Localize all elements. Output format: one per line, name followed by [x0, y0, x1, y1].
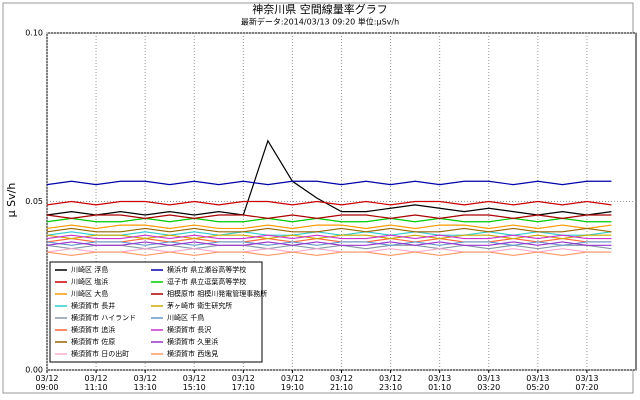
- series-line: [46, 139, 612, 216]
- series-line: [46, 227, 612, 233]
- x-tick-label: 03/12 23:10: [379, 374, 403, 392]
- legend-label: 川崎区 浮島: [71, 265, 108, 274]
- series-line: [46, 180, 612, 186]
- legend-label: 横須賀市 久里浜: [167, 337, 218, 346]
- legend-label: 横須賀市 佐原: [71, 337, 115, 346]
- x-tick-label: 03/12 11:10: [84, 374, 108, 392]
- x-tick-label: 03/12 15:10: [182, 374, 206, 392]
- x-tick-label: 03/12 09:00: [35, 374, 59, 392]
- series-line: [46, 237, 612, 243]
- legend-label: 茅ヶ崎市 衛生研究所: [167, 301, 232, 310]
- chart-title: 神奈川県 空間線量率グラフ: [252, 2, 388, 16]
- series-line: [46, 234, 612, 240]
- legend-label: 横須賀市 長井: [71, 301, 115, 310]
- series-line: [46, 244, 612, 250]
- x-tick-label: 03/13 05:20: [526, 374, 550, 392]
- legend-label: 横須賀市 長沢: [167, 325, 211, 334]
- x-tick-label: 03/12 13:10: [133, 374, 157, 392]
- series-line: [46, 248, 612, 253]
- series-line: [46, 217, 612, 223]
- x-tick-label: 03/12 19:10: [280, 374, 304, 392]
- legend-label: 川崎区 千鳥: [167, 313, 204, 322]
- legend-label: 横須賀市 西逸見: [167, 349, 218, 358]
- x-tick-label: 03/12 17:10: [231, 374, 255, 392]
- legend-label: 横須賀市 ハイランド: [71, 313, 136, 322]
- series-line: [46, 241, 612, 246]
- legend-label: 川崎区 大島: [71, 289, 108, 298]
- x-tick-label: 03/13 07:20: [575, 374, 599, 392]
- x-tick-label: 03/13 01:10: [428, 374, 452, 392]
- legend-label: 横須賀市 追浜: [71, 325, 115, 334]
- legend-label: 逗子市 県立逗葉高等学校: [167, 277, 246, 286]
- legend-label: 相模原市 相模川発電管理事務所: [167, 289, 267, 298]
- legend-label: 横須賀市 日の出町: [71, 349, 129, 358]
- y-tick-label: 0.05: [25, 197, 43, 206]
- legend-label: 川崎区 塩浜: [71, 277, 108, 286]
- series-line: [46, 231, 612, 236]
- y-tick-label: 0.00: [25, 366, 43, 375]
- y-axis-label: μ Sv/h: [5, 183, 18, 218]
- series-line: [46, 251, 612, 257]
- series-line: [46, 214, 612, 219]
- x-tick-label: 03/12 21:10: [329, 374, 354, 392]
- legend-label: 横浜市 県立瀬谷高等学校: [167, 265, 246, 274]
- series-line: [46, 224, 612, 230]
- series-line: [46, 200, 612, 206]
- chart-subtitle: 最新データ:2014/03/13 09:20 単位:μSv/h: [241, 17, 399, 27]
- y-tick-label: 0.10: [25, 29, 43, 38]
- legend-box: [49, 261, 263, 363]
- x-tick-label: 03/13 03:20: [477, 374, 501, 392]
